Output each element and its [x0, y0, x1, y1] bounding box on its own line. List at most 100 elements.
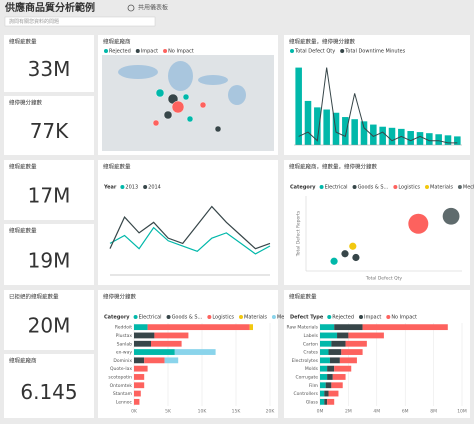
legend-label: Goods & S... — [358, 185, 389, 191]
map-marker — [163, 110, 173, 120]
legend-swatch — [425, 185, 429, 189]
y-tick-label: Glass — [306, 399, 319, 405]
bar — [426, 133, 433, 145]
legend-label: Materials — [244, 315, 267, 321]
bar-segment — [327, 365, 335, 372]
point — [408, 213, 429, 234]
point — [442, 207, 460, 225]
y-tick-label: Dominix — [113, 358, 132, 364]
bar-segment — [134, 365, 148, 372]
bar — [407, 131, 414, 145]
dashboard-title: 供應商品質分析範例 — [4, 1, 95, 14]
bar — [444, 135, 452, 145]
x-tick-label: 0K — [131, 409, 138, 415]
bar-segment — [134, 390, 141, 397]
bar-segment — [134, 332, 155, 339]
legend-swatch — [271, 315, 276, 319]
legend-title: Category — [104, 315, 130, 321]
line — [109, 205, 271, 250]
lake — [228, 85, 246, 105]
y-tick-label: Reddoit — [115, 325, 132, 331]
bar — [351, 119, 358, 145]
x-tick-label: 0M — [317, 409, 324, 415]
share-icon[interactable] — [127, 4, 135, 12]
share-button[interactable]: 共用儀表板 — [138, 4, 168, 12]
legend-label: Rejected — [109, 49, 131, 55]
x-axis-label: Total Defect Qty — [365, 276, 403, 282]
legend-swatch — [239, 315, 243, 319]
tile[interactable] — [284, 160, 470, 285]
tile[interactable] — [4, 290, 94, 350]
tile[interactable] — [4, 96, 94, 155]
x-tick-label: 15K — [232, 409, 242, 415]
legend-label: 2014 — [148, 185, 161, 191]
tile-title: 總瑕疵數量 — [9, 38, 37, 46]
tile-title: 總瑕疵數量 — [9, 163, 37, 171]
bar-segment — [164, 357, 179, 364]
map-marker — [155, 88, 165, 98]
y-tick-label: ex-way — [116, 351, 132, 356]
bar-segment — [331, 340, 346, 347]
y-tick-label: Plustax — [116, 333, 133, 339]
bar-segment — [320, 324, 335, 331]
y-tick-label: Raw Materials — [286, 325, 318, 331]
bar-segment — [329, 357, 340, 364]
lake — [118, 65, 158, 79]
legend-label: Total Defect Qty — [294, 49, 335, 55]
x-tick-label: 10M — [457, 409, 467, 415]
tile[interactable] — [4, 354, 94, 418]
map-marker — [186, 115, 194, 123]
legend-swatch — [163, 49, 168, 53]
map-marker — [182, 93, 190, 101]
legend-swatch — [120, 185, 125, 189]
bar-segment — [341, 349, 363, 355]
tile-title: 總瑕疵廠商，總數量，總停機分鐘數 — [289, 163, 378, 171]
kpi-value: 33M — [28, 57, 71, 81]
bar — [323, 109, 330, 145]
bar-segment — [337, 332, 349, 339]
legend-title: Category — [290, 185, 316, 191]
bar — [416, 132, 424, 145]
bar-segment — [320, 340, 332, 347]
bar — [379, 126, 386, 145]
y-tick-label: scotopotin — [108, 374, 132, 380]
legend-swatch — [352, 185, 357, 189]
bar — [314, 107, 321, 145]
bar-segment — [134, 382, 145, 389]
tile[interactable] — [4, 35, 94, 92]
tile-title: 總瑕疵廠商 — [103, 38, 131, 46]
kpi-value: 17M — [28, 184, 71, 208]
y-tick-label: Labels — [304, 333, 319, 339]
tile[interactable] — [98, 160, 278, 285]
kpi-value: 77K — [30, 119, 69, 143]
legend-label: 2013 — [125, 185, 138, 191]
legend-label: Goods & S... — [172, 315, 203, 321]
bar-segment — [320, 365, 328, 372]
tile-title: 總停機分鐘數 — [9, 99, 43, 107]
bar-segment — [320, 398, 325, 405]
legend-title: Year — [103, 185, 117, 191]
bar — [304, 100, 312, 145]
bar-segment — [348, 332, 384, 339]
bar-segment — [327, 398, 335, 405]
y-axis-label: Total Defect Reports — [296, 210, 302, 257]
search-placeholder[interactable]: 詢問有關您資料的問題 — [9, 18, 59, 25]
search-box[interactable] — [4, 16, 156, 27]
x-tick-label: 6M — [402, 409, 409, 415]
y-tick-label: Crates — [303, 350, 318, 356]
bar-segment — [320, 382, 326, 389]
y-tick-label: Carton — [303, 341, 318, 347]
bar-segment — [249, 324, 253, 331]
tile-title: 總瑕疵數量 — [9, 227, 37, 235]
bar-segment — [320, 390, 325, 397]
bar-segment — [154, 332, 189, 339]
y-tick-label: Film — [309, 383, 318, 389]
bar — [370, 124, 377, 145]
kpi-value: 6.145 — [20, 380, 77, 404]
tile[interactable] — [4, 224, 94, 285]
legend-swatch — [290, 49, 294, 53]
tile[interactable] — [4, 160, 94, 220]
tile-title: 已拒絕的總瑕疵數量 — [9, 293, 59, 301]
y-tick-label: Controllers — [294, 391, 319, 397]
bar-segment — [134, 340, 151, 347]
